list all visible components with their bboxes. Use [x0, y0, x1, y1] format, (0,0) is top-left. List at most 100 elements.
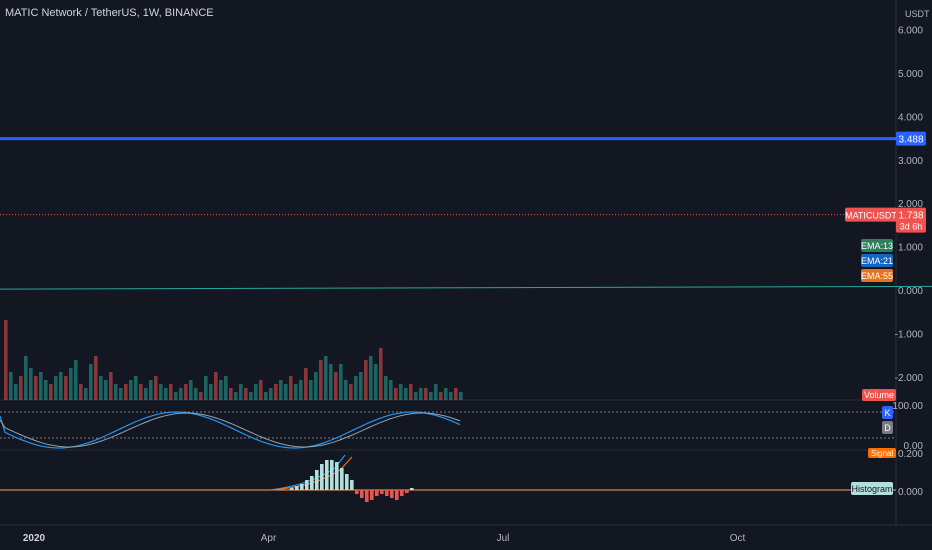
volume-bar	[34, 376, 38, 400]
macd-signal-line	[269, 456, 353, 491]
volume-bar	[349, 384, 353, 400]
macd-histogram-bar	[290, 488, 294, 490]
macd-tick-label: 0.200	[898, 449, 923, 460]
macd-histogram-bar	[315, 470, 319, 490]
volume-bar	[434, 384, 438, 400]
volume-bar	[299, 380, 303, 400]
volume-bar	[89, 364, 93, 400]
volume-bar	[254, 384, 258, 400]
volume-bar	[369, 356, 373, 400]
volume-bar	[94, 356, 98, 400]
volume-bar	[329, 364, 333, 400]
volume-bar	[84, 388, 88, 400]
volume-bar	[449, 392, 453, 400]
volume-bar	[344, 380, 348, 400]
volume-bar	[259, 380, 263, 400]
resistance-price-label: 3.488	[898, 135, 923, 146]
macd-histogram-bar	[330, 460, 334, 490]
volume-bar	[249, 392, 253, 400]
volume-bar	[309, 380, 313, 400]
macd-histogram-bar	[360, 490, 364, 498]
price-tick-label: 1.000	[898, 243, 923, 254]
volume-bar	[99, 376, 103, 400]
ema-tag	[861, 269, 893, 282]
macd-signal-label: Signal	[871, 449, 893, 458]
volume-tag	[862, 389, 896, 401]
ema-tag-label: EMA:55	[861, 271, 893, 281]
volume-bar	[424, 388, 428, 400]
volume-bar	[169, 384, 173, 400]
volume-bar	[164, 388, 168, 400]
early-price-line	[0, 285, 932, 290]
volume-bar	[119, 388, 123, 400]
volume-bar	[154, 376, 158, 400]
symbol-label: MATICUSDT	[845, 211, 897, 221]
volume-bar	[339, 364, 343, 400]
volume-bar	[319, 360, 323, 400]
macd-histogram-bar	[320, 464, 324, 490]
volume-bar	[394, 388, 398, 400]
volume-bar	[194, 388, 198, 400]
volume-bar	[354, 376, 358, 400]
volume-bar	[189, 380, 193, 400]
stoch-k-tag	[882, 406, 893, 419]
price-tick-label: 3.000	[898, 156, 923, 167]
macd-histogram-bar	[410, 488, 414, 490]
ema-tag-label: EMA:21	[861, 256, 893, 266]
volume-bar	[414, 392, 418, 400]
volume-bar	[304, 368, 308, 400]
volume-bar	[64, 376, 68, 400]
volume-bar	[29, 368, 33, 400]
volume-bar	[134, 376, 138, 400]
stoch-d-tag	[882, 421, 893, 434]
macd-signal-tag	[868, 448, 896, 458]
macd-histogram-bar	[345, 474, 349, 490]
volume-bar	[279, 380, 283, 400]
volume-bar	[204, 376, 208, 400]
macd-histogram-label: Histogram	[851, 484, 892, 494]
volume-bar	[214, 372, 218, 400]
macd-histogram-bar	[375, 490, 379, 496]
volume-bar	[374, 364, 378, 400]
macd-histogram-bar	[335, 462, 339, 490]
ema-tag-label: EMA:13	[861, 241, 893, 251]
macd-histogram-bar	[370, 490, 374, 500]
stoch-d-line	[0, 412, 461, 448]
macd-histogram-bar	[395, 490, 399, 500]
volume-bar	[39, 372, 43, 400]
macd-histogram-bar	[305, 480, 309, 490]
stoch-tick-label: 100.00	[892, 401, 923, 412]
volume-bar	[359, 372, 363, 400]
volume-bar	[24, 356, 28, 400]
volume-bar	[54, 376, 58, 400]
volume-bar	[264, 392, 268, 400]
price-tick-label: -2.000	[895, 373, 924, 384]
volume-bar	[19, 376, 23, 400]
volume-bar	[124, 384, 128, 400]
volume-bar	[149, 380, 153, 400]
macd-histogram-bar	[300, 484, 304, 490]
macd-tick-label: 0.000	[898, 487, 923, 498]
volume-bar	[139, 384, 143, 400]
volume-bar	[109, 372, 113, 400]
volume-bar	[404, 388, 408, 400]
volume-bar	[14, 384, 18, 400]
volume-bar	[289, 376, 293, 400]
volume-bar	[274, 384, 278, 400]
volume-bar	[399, 384, 403, 400]
volume-bar	[234, 392, 238, 400]
volume-bar	[444, 388, 448, 400]
resistance-price-tag	[896, 131, 926, 146]
price-tick-label: 2.000	[898, 199, 923, 210]
time-tick-label: Jul	[497, 533, 510, 544]
macd-histogram-bar	[355, 490, 359, 494]
ema-tag	[861, 239, 893, 252]
time-tick-label: Oct	[730, 533, 746, 544]
volume-bar	[49, 384, 53, 400]
volume-bar	[44, 380, 48, 400]
currency-label: USDT	[905, 9, 930, 19]
volume-bar	[114, 384, 118, 400]
stoch-tick-label: 0.00	[904, 441, 924, 452]
volume-bar	[439, 392, 443, 400]
